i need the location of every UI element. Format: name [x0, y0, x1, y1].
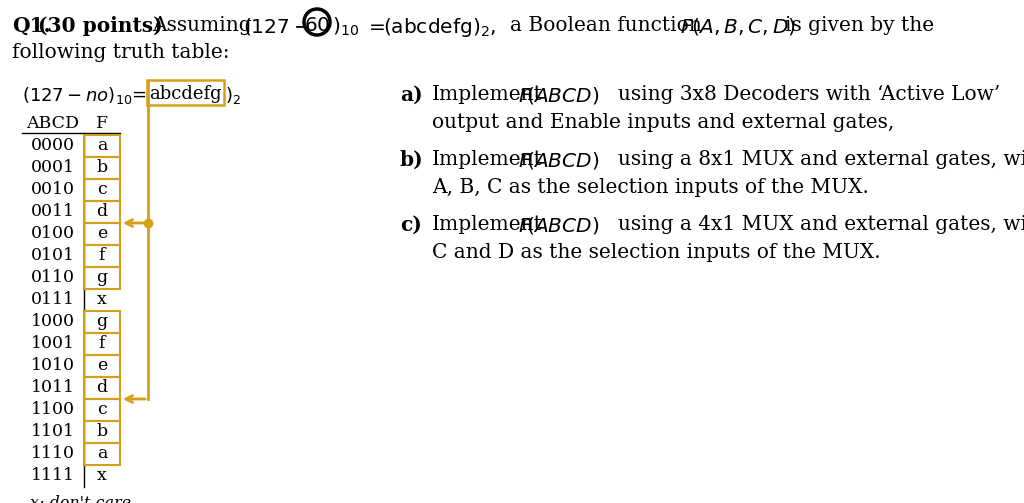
Text: d: d	[96, 378, 108, 395]
Text: Implement: Implement	[432, 150, 543, 169]
Text: a: a	[97, 136, 108, 153]
Text: Q1.: Q1.	[12, 16, 50, 36]
Text: $(127-no)_{10}$: $(127-no)_{10}$	[22, 85, 132, 106]
Bar	[84, 355, 120, 377]
Text: output and Enable inputs and external gates,: output and Enable inputs and external ga…	[432, 113, 894, 132]
Bar	[84, 245, 120, 267]
Text: d: d	[96, 203, 108, 219]
Text: 1010: 1010	[31, 357, 75, 374]
Text: $F\!\left(ABCD\right)$: $F\!\left(ABCD\right)$	[518, 85, 599, 106]
Text: e: e	[97, 357, 108, 374]
Text: 0110: 0110	[31, 269, 75, 286]
Bar	[84, 179, 120, 201]
Text: F: F	[96, 115, 109, 132]
Text: 1001: 1001	[31, 334, 75, 352]
Text: 0111: 0111	[31, 291, 75, 307]
Text: x: x	[97, 466, 106, 483]
Text: 1101: 1101	[31, 423, 75, 440]
Bar	[84, 201, 120, 223]
Bar	[84, 399, 120, 421]
Bar	[84, 377, 120, 399]
Text: a Boolean function: a Boolean function	[510, 16, 701, 35]
Text: g: g	[96, 269, 108, 286]
Text: $(127-$: $(127-$	[243, 16, 310, 37]
Text: 0000: 0000	[31, 136, 75, 153]
Text: $60$: $60$	[304, 16, 330, 35]
Text: f: f	[98, 246, 105, 264]
Text: b: b	[96, 158, 108, 176]
Text: using 3x8 Decoders with ‘Active Low’: using 3x8 Decoders with ‘Active Low’	[618, 85, 1000, 104]
Text: 0010: 0010	[31, 181, 75, 198]
Text: 1110: 1110	[31, 445, 75, 461]
Bar	[84, 333, 120, 355]
Bar	[84, 421, 120, 443]
Text: a: a	[97, 445, 108, 461]
Text: 0101: 0101	[31, 246, 75, 264]
Text: abcdefg: abcdefg	[148, 85, 221, 103]
Text: 1011: 1011	[31, 378, 75, 395]
Text: $)_2$: $)_2$	[225, 85, 241, 106]
Text: c): c)	[400, 215, 422, 235]
Text: Implement: Implement	[432, 85, 543, 104]
Text: 1000: 1000	[31, 312, 75, 329]
Text: using a 8x1 MUX and external gates, with: using a 8x1 MUX and external gates, with	[618, 150, 1024, 169]
Text: c: c	[97, 181, 106, 198]
Text: x: don't care: x: don't care	[30, 495, 131, 503]
Bar	[84, 267, 120, 289]
Text: Assuming: Assuming	[152, 16, 252, 35]
Text: g: g	[96, 312, 108, 329]
Bar	[84, 135, 120, 157]
Text: a): a)	[400, 85, 423, 105]
Text: $)_{10}$: $)_{10}$	[332, 16, 359, 38]
Bar	[84, 311, 120, 333]
Text: $=$: $=$	[128, 85, 146, 103]
Bar	[84, 157, 120, 179]
Text: f: f	[98, 334, 105, 352]
Text: $F\!\left(ABCD\right)$: $F\!\left(ABCD\right)$	[518, 215, 599, 236]
Text: x: x	[97, 291, 106, 307]
Text: $F\!\left(ABCD\right)$: $F\!\left(ABCD\right)$	[518, 150, 599, 171]
Text: b: b	[96, 423, 108, 440]
Text: A, B, C as the selection inputs of the MUX.: A, B, C as the selection inputs of the M…	[432, 178, 869, 197]
Text: is given by the: is given by the	[785, 16, 934, 35]
Bar	[84, 443, 120, 465]
Text: 1100: 1100	[31, 400, 75, 417]
Text: C and D as the selection inputs of the MUX.: C and D as the selection inputs of the M…	[432, 243, 881, 262]
Text: following truth table:: following truth table:	[12, 43, 229, 62]
Text: 1111: 1111	[31, 466, 75, 483]
Text: ABCD: ABCD	[27, 115, 80, 132]
Text: using a 4x1 MUX and external gates, with: using a 4x1 MUX and external gates, with	[618, 215, 1024, 234]
Text: (30 points): (30 points)	[38, 16, 163, 36]
Text: $(\mathrm{abcdefg})_2,$: $(\mathrm{abcdefg})_2,$	[383, 16, 496, 39]
Text: b): b)	[400, 150, 424, 170]
Text: 0011: 0011	[31, 203, 75, 219]
Text: $F(A,B,C,D)$: $F(A,B,C,D)$	[680, 16, 796, 37]
Text: $=$: $=$	[365, 16, 386, 35]
Bar	[84, 223, 120, 245]
Text: 0001: 0001	[31, 158, 75, 176]
Text: c: c	[97, 400, 106, 417]
Text: e: e	[97, 224, 108, 241]
Text: Implement: Implement	[432, 215, 543, 234]
Text: 0100: 0100	[31, 224, 75, 241]
